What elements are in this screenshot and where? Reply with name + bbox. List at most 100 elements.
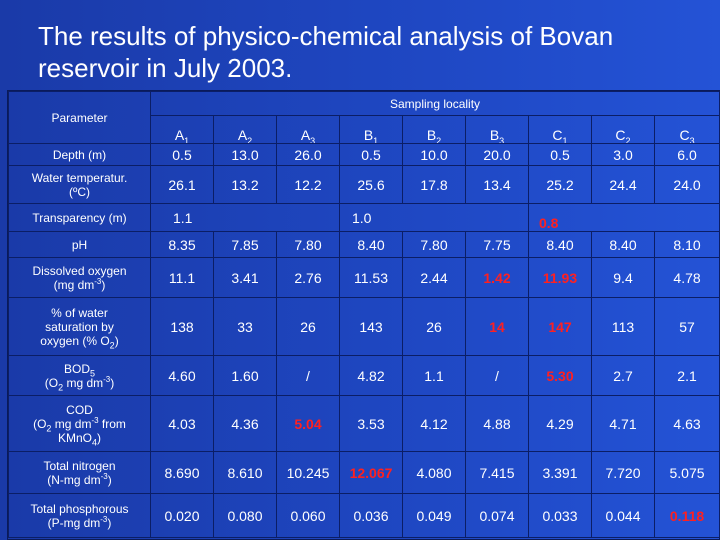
table-cell: 25.6 (339, 165, 403, 204)
table-cell: 9.4 (591, 257, 655, 298)
table-cell: 0.036 (339, 493, 403, 538)
table-cell: 4.78 (653, 257, 720, 298)
table-cell: 4.71 (591, 395, 655, 452)
table-cell: 8.610 (213, 451, 277, 494)
column-header: A3 (276, 115, 340, 144)
table-cell: 2.7 (591, 355, 655, 396)
table-cell: 24.0 (653, 165, 720, 204)
row-label: Dissolved oxygen (mg dm-3) (8, 257, 151, 298)
results-table-container: Parameter Sampling locality A1 A2 A3 B1 … (7, 90, 720, 540)
table-cell: 7.85 (213, 231, 277, 258)
table-cell: 6.0 (653, 143, 720, 166)
table-cell: 10.0 (402, 143, 466, 166)
column-header: C3 (653, 115, 720, 144)
table-cell: 8.40 (591, 231, 655, 258)
table-cell: 4.88 (465, 395, 529, 452)
parameter-header: Parameter (8, 91, 151, 144)
table-cell: 33 (213, 297, 277, 356)
table-cell: 11.53 (339, 257, 403, 298)
table-cell: 4.03 (150, 395, 214, 452)
row-label: Depth (m) (8, 143, 151, 166)
table-cell: 1.0 (339, 203, 529, 232)
row-label: Total phosphorous (P-mg dm-3) (8, 493, 151, 538)
table-cell: 5.075 (653, 451, 720, 494)
table-cell: 13.2 (213, 165, 277, 204)
row-label: % of water saturation by oxygen (% O2) (8, 297, 151, 356)
table-cell: 24.4 (591, 165, 655, 204)
table-cell: 2.76 (276, 257, 340, 298)
table-row-ph: pH 8.35 7.85 7.80 8.40 7.80 7.75 8.40 8.… (8, 231, 720, 258)
table-cell: 1.1 (150, 203, 340, 232)
table-cell: 4.63 (653, 395, 720, 452)
table-row-bod: BOD5 (O2 mg dm-3) 4.60 1.60 / 4.82 1.1 / … (8, 355, 720, 396)
table-cell: 13.0 (213, 143, 277, 166)
table-cell-highlight: 0.8 (527, 203, 720, 232)
table-cell: 1.60 (213, 355, 277, 396)
table-cell: 3.41 (213, 257, 277, 298)
table-cell: 10.245 (276, 451, 340, 494)
row-label: Water temperatur. (ºC) (8, 165, 151, 204)
locality-header-row: A1 A2 A3 B1 B2 B3 C1 C2 C3 (9, 115, 720, 144)
table-cell: 0.080 (213, 493, 277, 538)
table-cell: 0.020 (150, 493, 214, 538)
table-cell-highlight: 1.42 (465, 257, 529, 298)
table-cell: / (465, 355, 529, 396)
table-cell: 0.060 (276, 493, 340, 538)
table-cell-highlight: 12.067 (339, 451, 403, 494)
column-header: A1 (150, 115, 214, 144)
table-cell: 7.415 (465, 451, 529, 494)
table-cell: 12.2 (276, 165, 340, 204)
table-cell: 4.080 (402, 451, 466, 494)
table-cell: 7.720 (591, 451, 655, 494)
row-label: pH (8, 231, 151, 258)
table-cell: 3.0 (591, 143, 655, 166)
table-cell: 20.0 (465, 143, 529, 166)
table-row-depth: Depth (m) 0.5 13.0 26.0 0.5 10.0 20.0 0.… (8, 143, 720, 166)
table-row-cod: COD (O2 mg dm-3 from KMnO4) 4.03 4.36 5.04… (8, 395, 720, 452)
table-cell: 25.2 (528, 165, 592, 204)
row-label: COD (O2 mg dm-3 from KMnO4) (8, 395, 151, 452)
table-cell: 0.033 (528, 493, 592, 538)
table-cell: 13.4 (465, 165, 529, 204)
table-cell: 7.80 (276, 231, 340, 258)
column-header: C1 (528, 115, 592, 144)
table-cell-highlight: 14 (465, 297, 529, 356)
row-label: Transparency (m) (8, 203, 151, 232)
table-cell: 7.80 (402, 231, 466, 258)
table-cell: 143 (339, 297, 403, 356)
table-cell: 4.36 (213, 395, 277, 452)
table-cell: 4.60 (150, 355, 214, 396)
table-row-dissolved-oxygen: Dissolved oxygen (mg dm-3) 11.1 3.41 2.76… (8, 257, 720, 298)
table-row-water-temperature: Water temperatur. (ºC) 26.1 13.2 12.2 25.… (8, 165, 720, 204)
table-cell-highlight: 11.93 (528, 257, 592, 298)
table-cell: 0.5 (150, 143, 214, 166)
table-cell: 2.44 (402, 257, 466, 298)
table-cell: 2.1 (653, 355, 720, 396)
results-table: Parameter Sampling locality A1 A2 A3 B1 … (8, 91, 720, 538)
column-header: C2 (591, 115, 655, 144)
table-cell: 4.82 (339, 355, 403, 396)
table-row-total-nitrogen: Total nitrogen (N-mg dm-3) 8.690 8.610 10… (8, 451, 720, 494)
row-label: Total nitrogen (N-mg dm-3) (8, 451, 151, 494)
table-cell: 113 (591, 297, 655, 356)
table-cell: 3.391 (528, 451, 592, 494)
table-cell: 0.5 (339, 143, 403, 166)
column-header: B3 (465, 115, 529, 144)
table-cell: 7.75 (465, 231, 529, 258)
table-cell: 17.8 (402, 165, 466, 204)
table-cell: 1.1 (402, 355, 466, 396)
table-cell-highlight: 5.30 (528, 355, 592, 396)
table-cell: 11.1 (150, 257, 214, 298)
table-cell: 26 (276, 297, 340, 356)
table-cell: 8.40 (339, 231, 403, 258)
table-row-total-phosphorous: Total phosphorous (P-mg dm-3) 0.020 0.080… (8, 493, 720, 538)
column-header: A2 (213, 115, 277, 144)
table-cell: 0.049 (402, 493, 466, 538)
column-header: B2 (402, 115, 466, 144)
table-cell: / (276, 355, 340, 396)
table-cell: 57 (653, 297, 720, 356)
table-cell: 138 (150, 297, 214, 356)
sampling-locality-header: Sampling locality (149, 91, 720, 116)
table-cell: 8.10 (653, 231, 720, 258)
table-cell: 26.0 (276, 143, 340, 166)
